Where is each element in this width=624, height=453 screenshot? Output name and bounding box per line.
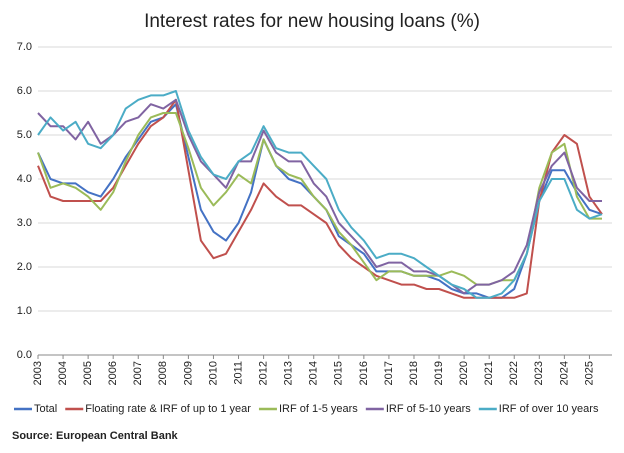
legend-label: Floating rate & IRF of up to 1 year [85,403,251,415]
y-tick-label: 1.0 [17,305,32,317]
x-tick-label: 2005 [82,361,94,385]
x-tick-label: 2020 [458,361,470,385]
source-note: Source: European Central Bank [12,430,179,442]
x-tick-label: 2006 [107,361,119,385]
legend-label: Total [34,403,57,415]
chart-title: Interest rates for new housing loans (%) [144,11,480,32]
y-tick-label: 4.0 [17,173,32,185]
series-line [37,98,603,299]
y-tick-label: 2.0 [17,261,32,273]
y-tick-label: 0.0 [17,349,32,361]
x-tick-label: 2024 [558,361,570,385]
legend-label: IRF of 5-10 years [386,403,471,415]
x-tick-label: 2025 [583,361,595,385]
x-tick-label: 2023 [533,361,545,385]
x-tick-label: 2022 [508,361,520,385]
y-tick-label: 5.0 [17,129,32,141]
x-tick-label: 2010 [207,361,219,385]
x-tick-label: 2003 [32,361,44,385]
x-tick-label: 2021 [483,361,495,385]
series-line [37,112,602,286]
x-tick-label: 2019 [433,361,445,385]
x-tick-label: 2004 [57,361,69,385]
y-tick-label: 7.0 [17,41,32,53]
x-tick-label: 2012 [257,361,269,385]
x-tick-label: 2009 [182,361,194,385]
y-tick-label: 3.0 [17,217,32,229]
x-tick-label: 2008 [157,361,169,385]
x-tick-label: 2014 [308,361,320,385]
legend-label: IRF of over 10 years [499,403,599,415]
x-tick-label: 2015 [333,361,345,385]
legend-label: IRF of 1-5 years [279,403,358,415]
series-line [37,98,602,295]
series-line [37,90,603,299]
x-tick-label: 2013 [283,361,295,385]
x-tick-label: 2017 [383,361,395,385]
y-tick-label: 6.0 [17,85,32,97]
series-line [37,103,603,299]
x-tick-label: 2007 [132,361,144,385]
x-tick-label: 2016 [358,361,370,385]
x-tick-label: 2018 [408,361,420,385]
x-tick-label: 2011 [232,361,244,385]
